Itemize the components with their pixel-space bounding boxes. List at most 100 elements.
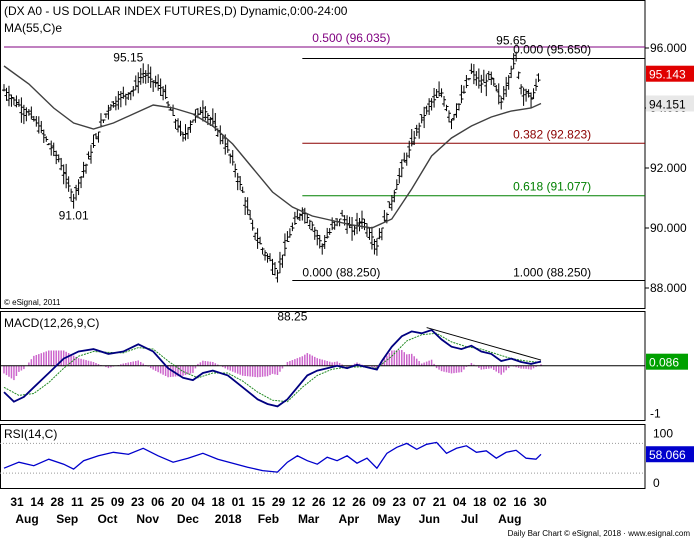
- price-bar: [330, 217, 335, 231]
- price-bar: [198, 106, 203, 115]
- price-bar: [449, 118, 454, 130]
- price-bar: [295, 209, 300, 220]
- price-bar: [379, 227, 384, 241]
- x-day-tick-19: 23: [393, 495, 407, 509]
- price-bar: [240, 186, 245, 193]
- fib-label-2: 0.382 (92.823): [513, 127, 591, 141]
- footer: Daily Bar Chart © eSignal, 2018 · www.es…: [508, 529, 691, 538]
- price-bar: [230, 150, 235, 166]
- price-bar: [46, 143, 51, 146]
- price-bar: [143, 70, 148, 84]
- macd-ytick-0: -1: [650, 407, 661, 421]
- price-bar: [111, 101, 116, 108]
- price-bar: [444, 104, 449, 112]
- price-bar: [51, 142, 56, 157]
- price-annotation-2: 88.25: [277, 310, 307, 324]
- price-bar: [461, 85, 466, 94]
- price-bar: [270, 258, 275, 275]
- price-bar: [59, 157, 64, 171]
- price-ytick-2: 92.000: [650, 161, 687, 175]
- price-bar: [476, 68, 481, 89]
- rsi-ytick-2: 0: [653, 476, 660, 490]
- price-bar: [44, 136, 49, 142]
- price-bar: [66, 176, 71, 192]
- price-bar: [280, 254, 285, 268]
- price-bar: [123, 93, 128, 106]
- price-bar: [86, 151, 91, 160]
- x-month-label-5: 2018: [215, 512, 242, 526]
- price-bar: [432, 87, 437, 108]
- x-day-tick-16: 12: [332, 495, 346, 509]
- price-bar: [250, 219, 255, 231]
- price-annotation-0: 95.15: [113, 51, 143, 65]
- x-month-label-11: Jul: [461, 512, 478, 526]
- price-bar: [305, 213, 310, 224]
- price-bar: [422, 106, 427, 129]
- x-day-tick-0: 31: [10, 495, 24, 509]
- price-bar: [327, 228, 332, 235]
- price-bar: [317, 234, 322, 249]
- price-bar: [6, 85, 11, 107]
- price-bar: [238, 176, 243, 191]
- price-bar: [429, 98, 434, 111]
- price-bar: [56, 154, 61, 163]
- price-bar: [34, 116, 39, 127]
- price-bar: [362, 218, 367, 231]
- price-bar: [367, 227, 372, 240]
- price-bar: [260, 247, 265, 255]
- price-bar: [103, 113, 108, 118]
- rsi-value-box: [646, 446, 694, 463]
- price-bar: [151, 80, 156, 92]
- price-bar: [315, 230, 320, 246]
- price-bar: [389, 195, 394, 211]
- price-ytick-3: 90.000: [650, 221, 687, 235]
- price-bar: [243, 197, 248, 215]
- rsi-ytick-0: 100: [653, 426, 673, 440]
- price-bar: [96, 131, 101, 143]
- price-bar: [414, 124, 419, 137]
- price-bar: [200, 100, 205, 122]
- price-bar: [456, 103, 461, 111]
- price-bar: [19, 97, 24, 123]
- fib-label-3: 0.618 (91.077): [513, 180, 591, 194]
- x-day-tick-24: 02: [493, 495, 507, 509]
- price-bar: [158, 78, 163, 97]
- price-bar: [263, 250, 268, 261]
- price-bar: [106, 104, 111, 120]
- ma-legend-bg: [1, 20, 67, 35]
- x-month-label-1: Sep: [56, 512, 78, 526]
- price-bar: [489, 71, 494, 85]
- price-bar: [394, 179, 399, 190]
- price-bar: [439, 88, 444, 98]
- price-bar: [146, 64, 151, 83]
- price-bar: [181, 132, 185, 142]
- price-bar: [514, 51, 519, 62]
- price-annotation-1: 91.01: [59, 209, 89, 223]
- fib-label-4: 0.000 (88.250): [302, 266, 380, 280]
- price-bar: [524, 88, 529, 102]
- price-bar: [49, 140, 54, 156]
- price-bar: [499, 96, 504, 110]
- price-bar: [412, 130, 417, 146]
- macd-title: MACD(12,26,9,C): [4, 316, 99, 330]
- price-bar: [81, 161, 86, 178]
- x-month-label-4: Dec: [177, 512, 199, 526]
- price-bar: [355, 212, 360, 235]
- rsi-title: RSI(14,C): [4, 427, 57, 441]
- price-bar: [459, 84, 464, 104]
- fib-label-1: 0.000 (95.650): [513, 43, 591, 57]
- x-day-tick-22: 04: [453, 495, 467, 509]
- price-bar: [210, 108, 215, 128]
- price-bar: [372, 238, 377, 255]
- price-bar: [84, 163, 89, 174]
- price-bar: [479, 74, 484, 93]
- price-bar: [399, 159, 404, 178]
- x-day-tick-5: 09: [111, 495, 125, 509]
- price-bar: [374, 238, 379, 256]
- price-bar: [265, 253, 270, 263]
- price-bar: [325, 227, 330, 239]
- price-bar: [29, 106, 34, 120]
- price-bar: [71, 193, 76, 209]
- x-day-tick-17: 26: [352, 495, 366, 509]
